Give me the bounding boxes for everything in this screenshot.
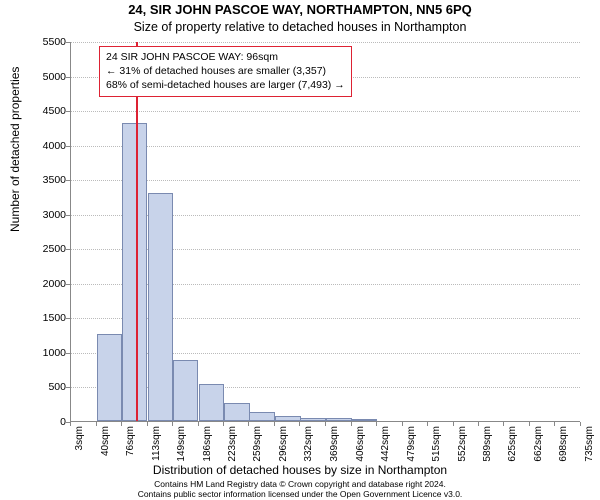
histogram-bar xyxy=(199,384,225,421)
x-tick-label: 223sqm xyxy=(227,426,238,462)
histogram-bar xyxy=(224,403,250,421)
y-tick xyxy=(66,284,70,285)
histogram-bar xyxy=(300,418,326,421)
x-tick xyxy=(503,422,504,426)
x-tick-label: 369sqm xyxy=(329,426,340,462)
x-tick xyxy=(453,422,454,426)
y-tick xyxy=(66,249,70,250)
x-tick xyxy=(478,422,479,426)
y-tick-label: 4500 xyxy=(26,105,66,117)
y-tick xyxy=(66,353,70,354)
footnote-line: Contains HM Land Registry data © Crown c… xyxy=(154,479,446,489)
chart-title-main: 24, SIR JOHN PASCOE WAY, NORTHAMPTON, NN… xyxy=(0,2,600,17)
y-tick xyxy=(66,318,70,319)
y-axis-label: Number of detached properties xyxy=(8,67,22,232)
x-tick xyxy=(96,422,97,426)
marker-line xyxy=(136,42,138,421)
gridline xyxy=(71,42,580,43)
x-tick xyxy=(223,422,224,426)
x-tick-label: 515sqm xyxy=(431,426,442,462)
x-tick-label: 698sqm xyxy=(558,426,569,462)
chart-container: 24, SIR JOHN PASCOE WAY, NORTHAMPTON, NN… xyxy=(0,0,600,500)
x-tick-label: 259sqm xyxy=(252,426,263,462)
x-tick-label: 625sqm xyxy=(507,426,518,462)
y-tick-label: 3000 xyxy=(26,209,66,221)
y-tick xyxy=(66,77,70,78)
y-tick xyxy=(66,111,70,112)
info-box-line: 24 SIR JOHN PASCOE WAY: 96sqm xyxy=(106,50,345,64)
x-tick-label: 76sqm xyxy=(125,426,136,456)
histogram-bar xyxy=(275,416,301,421)
x-tick-label: 662sqm xyxy=(533,426,544,462)
plot-area: 24 SIR JOHN PASCOE WAY: 96sqm ← 31% of d… xyxy=(70,42,580,422)
x-tick-label: 332sqm xyxy=(303,426,314,462)
x-axis-label: Distribution of detached houses by size … xyxy=(0,463,600,477)
x-tick-label: 442sqm xyxy=(380,426,391,462)
x-tick xyxy=(402,422,403,426)
histogram-bar xyxy=(97,334,123,421)
x-tick xyxy=(274,422,275,426)
x-tick xyxy=(580,422,581,426)
y-tick-label: 5500 xyxy=(26,36,66,48)
x-tick xyxy=(121,422,122,426)
x-tick xyxy=(172,422,173,426)
y-tick-label: 1000 xyxy=(26,347,66,359)
y-tick-label: 2500 xyxy=(26,243,66,255)
y-tick-label: 1500 xyxy=(26,312,66,324)
x-tick-label: 735sqm xyxy=(584,426,595,462)
y-tick-label: 2000 xyxy=(26,278,66,290)
x-tick xyxy=(351,422,352,426)
x-tick-label: 479sqm xyxy=(406,426,417,462)
x-tick xyxy=(248,422,249,426)
histogram-bar xyxy=(249,412,275,421)
histogram-bar xyxy=(173,360,199,421)
x-tick xyxy=(147,422,148,426)
info-box-line: 68% of semi-detached houses are larger (… xyxy=(106,78,345,92)
y-tick xyxy=(66,180,70,181)
x-tick xyxy=(299,422,300,426)
y-tick xyxy=(66,42,70,43)
x-tick-label: 296sqm xyxy=(278,426,289,462)
x-tick xyxy=(376,422,377,426)
info-box-line: ← 31% of detached houses are smaller (3,… xyxy=(106,64,345,78)
y-tick xyxy=(66,387,70,388)
gridline xyxy=(71,111,580,112)
histogram-bar xyxy=(148,193,174,421)
x-tick-label: 552sqm xyxy=(457,426,468,462)
histogram-bar xyxy=(352,419,378,421)
x-tick xyxy=(554,422,555,426)
x-tick xyxy=(70,422,71,426)
x-tick-label: 113sqm xyxy=(151,426,162,461)
x-tick xyxy=(198,422,199,426)
y-tick-label: 4000 xyxy=(26,140,66,152)
chart-footnote: Contains HM Land Registry data © Crown c… xyxy=(0,480,600,500)
x-tick xyxy=(325,422,326,426)
x-tick-label: 40sqm xyxy=(100,426,111,456)
y-tick-label: 0 xyxy=(26,416,66,428)
y-tick-label: 5000 xyxy=(26,71,66,83)
marker-info-box: 24 SIR JOHN PASCOE WAY: 96sqm ← 31% of d… xyxy=(99,46,352,97)
y-tick xyxy=(66,215,70,216)
histogram-bar xyxy=(122,123,148,421)
x-tick-label: 186sqm xyxy=(202,426,213,462)
x-tick-label: 406sqm xyxy=(355,426,366,462)
y-tick-label: 500 xyxy=(26,381,66,393)
x-tick-label: 589sqm xyxy=(482,426,493,462)
footnote-line: Contains public sector information licen… xyxy=(138,489,463,499)
chart-title-sub: Size of property relative to detached ho… xyxy=(0,20,600,34)
x-tick xyxy=(529,422,530,426)
histogram-bar xyxy=(326,418,352,421)
y-tick xyxy=(66,146,70,147)
x-tick-label: 149sqm xyxy=(176,426,187,462)
x-tick-label: 3sqm xyxy=(74,426,85,450)
y-tick-label: 3500 xyxy=(26,174,66,186)
x-tick xyxy=(427,422,428,426)
